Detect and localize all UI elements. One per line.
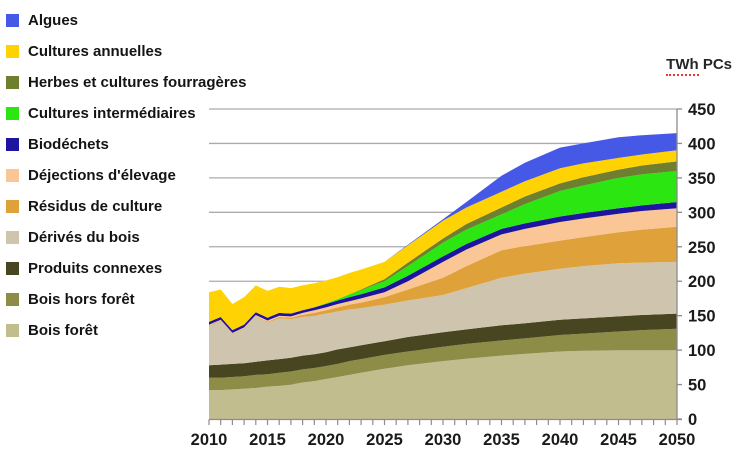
- x-tick-label-2035: 2035: [483, 431, 520, 449]
- y-tick-label-150: 150: [688, 308, 716, 326]
- legend-label-algues: Algues: [28, 12, 79, 29]
- x-tick-label-2015: 2015: [249, 431, 286, 449]
- legend-label-dejections-d-elevage: Déjections d'élevage: [28, 167, 176, 184]
- legend-item-cultures-annuelles: Cultures annuelles: [6, 36, 246, 67]
- y-tick-label-50: 50: [688, 377, 706, 395]
- axis-title-suffix: PCs: [702, 56, 732, 73]
- axis-title: TWh PCs: [666, 56, 732, 76]
- y-tick-label-300: 300: [688, 204, 716, 222]
- legend-swatch-residus-de-culture: [6, 200, 19, 213]
- legend-item-bois-hors-foret: Bois hors forêt: [6, 284, 246, 315]
- legend-swatch-cultures-intermediaires: [6, 107, 19, 120]
- series-area-bois-hors-foret: [209, 328, 677, 391]
- series-area-algues: [209, 133, 677, 304]
- legend-item-cultures-intermediaires: Cultures intermédiaires: [6, 98, 246, 129]
- legend-item-produits-connexes: Produits connexes: [6, 253, 246, 284]
- legend-label-derives-du-bois: Dérivés du bois: [28, 229, 140, 246]
- y-tick-label-200: 200: [688, 273, 716, 291]
- series-area-cultures-annuelles: [209, 150, 677, 331]
- y-tick-label-350: 350: [688, 170, 716, 188]
- legend-label-bois-hors-foret: Bois hors forêt: [28, 291, 135, 308]
- series-area-bois-foret: [209, 350, 677, 419]
- legend-swatch-derives-du-bois: [6, 231, 19, 244]
- legend-swatch-bois-foret: [6, 324, 19, 337]
- legend: Algues Cultures annuelles Herbes et cultur…: [6, 5, 246, 346]
- x-tick-label-2025: 2025: [366, 431, 403, 449]
- legend-label-residus-de-culture: Résidus de culture: [28, 198, 163, 215]
- legend-label-produits-connexes: Produits connexes: [28, 260, 163, 277]
- y-tick-label-0: 0: [688, 411, 697, 429]
- legend-swatch-biodechets: [6, 138, 19, 151]
- series-area-residus-de-culture: [209, 226, 677, 335]
- series-area-dejections-d-elevage: [209, 208, 677, 334]
- y-tick-label-400: 400: [688, 135, 716, 153]
- legend-item-herbes-et-cultures-fourrageres: Herbes et cultures fourragères: [6, 67, 246, 98]
- x-tick-label-2045: 2045: [600, 431, 637, 449]
- legend-item-residus-de-culture: Résidus de culture: [6, 191, 246, 222]
- legend-swatch-dejections-d-elevage: [6, 169, 19, 182]
- legend-label-cultures-intermediaires: Cultures intermédiaires: [28, 105, 196, 122]
- y-tick-label-450: 450: [688, 101, 716, 119]
- axis-title-unit: TWh: [666, 56, 699, 76]
- x-tick-label-2030: 2030: [425, 431, 462, 449]
- legend-label-cultures-annuelles: Cultures annuelles: [28, 43, 163, 60]
- legend-swatch-algues: [6, 14, 19, 27]
- x-tick-label-2040: 2040: [542, 431, 579, 449]
- legend-swatch-cultures-annuelles: [6, 45, 19, 58]
- legend-swatch-herbes-et-cultures-fourrageres: [6, 76, 19, 89]
- legend-item-dejections-d-elevage: Déjections d'élevage: [6, 160, 246, 191]
- legend-swatch-bois-hors-foret: [6, 293, 19, 306]
- series-area-produits-connexes: [209, 313, 677, 378]
- series-area-cultures-intermediaires: [209, 171, 677, 331]
- y-tick-label-250: 250: [688, 239, 716, 257]
- legend-item-bois-foret: Bois forêt: [6, 315, 246, 346]
- legend-item-derives-du-bois: Dérivés du bois: [6, 222, 246, 253]
- legend-swatch-produits-connexes: [6, 262, 19, 275]
- legend-item-biodechets: Biodéchets: [6, 129, 246, 160]
- y-tick-label-100: 100: [688, 342, 716, 360]
- x-tick-label-2050: 2050: [659, 431, 696, 449]
- x-tick-label-2010: 2010: [191, 431, 228, 449]
- series-area-derives-du-bois: [209, 261, 677, 366]
- legend-label-bois-foret: Bois forêt: [28, 322, 99, 339]
- legend-item-algues: Algues: [6, 5, 246, 36]
- x-tick-label-2020: 2020: [308, 431, 345, 449]
- legend-label-herbes-et-cultures-fourrageres: Herbes et cultures fourragères: [28, 74, 247, 91]
- legend-label-biodechets: Biodéchets: [28, 136, 109, 153]
